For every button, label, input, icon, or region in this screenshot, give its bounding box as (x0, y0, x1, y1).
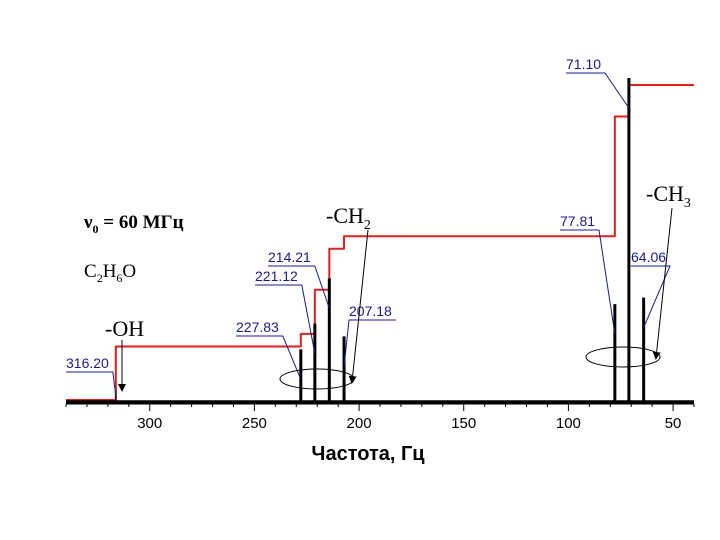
peak-value-label: 207.18 (349, 303, 392, 319)
x-axis: 300 250 200 150 100 50 (65, 401, 695, 432)
peak-leader-line (631, 265, 671, 328)
frequency-annotation: ν0 = 60 МГц (83, 212, 184, 236)
formula-c: C (84, 261, 97, 282)
peak-leader-line (343, 319, 396, 367)
formula-h: H (103, 261, 117, 282)
peak-labels-group: 316.20 227.83 221.12 214.21 207.18 77.81 71.10… (66, 56, 671, 397)
frequency-value: = 60 МГц (99, 212, 184, 233)
x-tick-label: 300 (137, 415, 162, 432)
ch3-group-ellipse (585, 346, 661, 368)
x-tick-label: 250 (242, 415, 267, 432)
formula-c-count: 2 (97, 271, 103, 285)
x-tick-label: 150 (451, 415, 476, 432)
peak-value-label: 214.21 (268, 249, 311, 265)
formula-h-count: 6 (116, 271, 122, 285)
peak-value-label: 316.20 (66, 355, 109, 371)
peak-value-label: 221.12 (255, 268, 298, 284)
peak-leader-line (236, 335, 302, 380)
ch2-group-label: -CH2 (326, 203, 371, 233)
ch3-text: -CH (646, 181, 684, 206)
peak-leader-line (560, 229, 616, 335)
ch2-subscript: 2 (364, 218, 371, 233)
ch2-text: -CH (326, 203, 364, 228)
ch2-group-ellipse (279, 368, 355, 390)
peak-value-label: 71.10 (566, 56, 601, 72)
ch3-arrow (652, 207, 673, 360)
peak-value-label: 227.83 (236, 319, 279, 335)
ch3-subscript: 3 (684, 196, 691, 211)
oh-group-label: -OH (105, 316, 144, 341)
peak-value-label: 77.81 (560, 213, 595, 229)
integral-curve-group (66, 84, 694, 401)
ch2-arrow (348, 229, 369, 384)
x-tick-label: 200 (347, 415, 372, 432)
nu-symbol: ν (83, 212, 93, 233)
integral-curve (66, 84, 694, 401)
formula-o: O (122, 261, 136, 282)
peak-leader-line (66, 371, 117, 397)
ch3-group-label: -CH3 (646, 181, 691, 211)
peaks-group (66, 78, 694, 402)
x-axis-title: Частота, Гц (311, 443, 425, 465)
peak-leader-line (566, 72, 630, 109)
molecular-formula: C2H6O (84, 261, 136, 285)
x-tick-label: 50 (665, 415, 682, 432)
nu-subscript: 0 (93, 222, 99, 236)
peak-leader-line (255, 284, 316, 354)
x-tick-label: 100 (556, 415, 581, 432)
peak-leader-line (268, 265, 330, 309)
peak-value-label: 64.06 (631, 249, 666, 265)
